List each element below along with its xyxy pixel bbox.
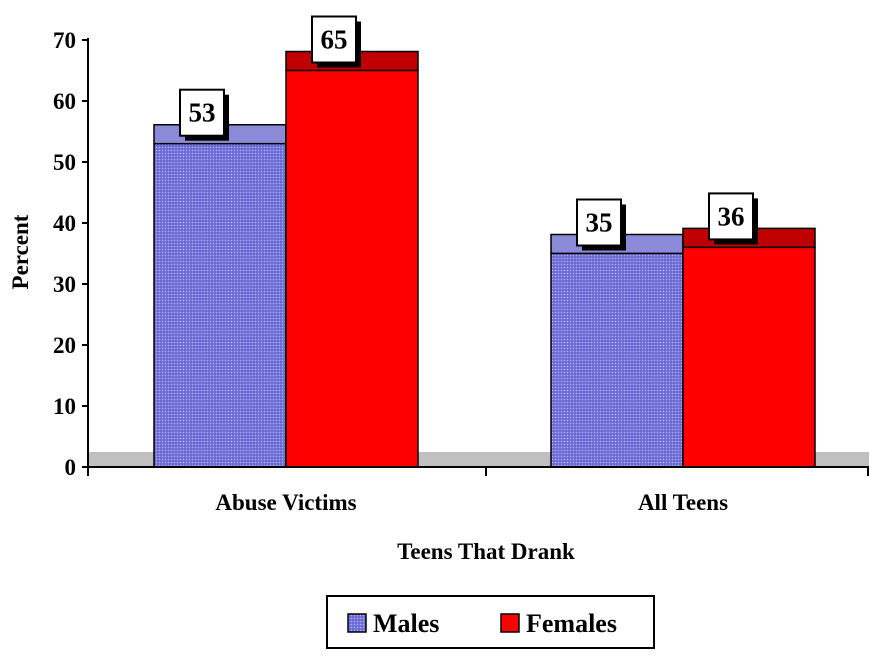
data-label: 65 [321, 25, 348, 55]
bar-females [285, 69, 419, 468]
y-tick-label: 0 [65, 455, 77, 480]
bar-males [153, 142, 287, 468]
data-label-box [311, 15, 357, 64]
y-ticks-group: 0 10 20 30 40 50 60 70 [53, 28, 88, 480]
bar-females [682, 246, 816, 468]
y-tick-label: 50 [53, 150, 76, 175]
y-tick-label: 40 [53, 211, 76, 236]
y-tick-label: 60 [53, 89, 76, 114]
data-labels-group: 53 65 35 36 [179, 15, 758, 251]
y-axis-title: Percent [8, 214, 33, 289]
data-label: 35 [586, 208, 613, 238]
data-label: 36 [718, 201, 745, 231]
legend-label-females: Females [526, 609, 617, 638]
data-label-box [708, 192, 754, 241]
x-tick-label: Abuse Victims [215, 490, 356, 515]
x-tick-label: All Teens [638, 490, 728, 515]
data-label-box [576, 198, 622, 247]
bar-males [550, 252, 684, 468]
y-tick-label: 20 [53, 333, 76, 358]
data-label-box [179, 88, 225, 137]
y-tick-label: 70 [53, 28, 76, 53]
y-tick-label: 10 [53, 394, 76, 419]
data-label: 53 [189, 98, 216, 128]
legend-label-males: Males [373, 609, 439, 638]
legend-box [326, 595, 655, 649]
y-tick-label: 30 [53, 272, 76, 297]
bars-group [153, 50, 816, 468]
legend-swatch-males [347, 613, 367, 633]
x-ticks-group: Abuse Victims All Teens [87, 467, 869, 515]
x-axis-title: Teens That Drank [397, 539, 575, 564]
legend: Males Females [326, 595, 655, 649]
legend-swatch-females [500, 613, 520, 633]
